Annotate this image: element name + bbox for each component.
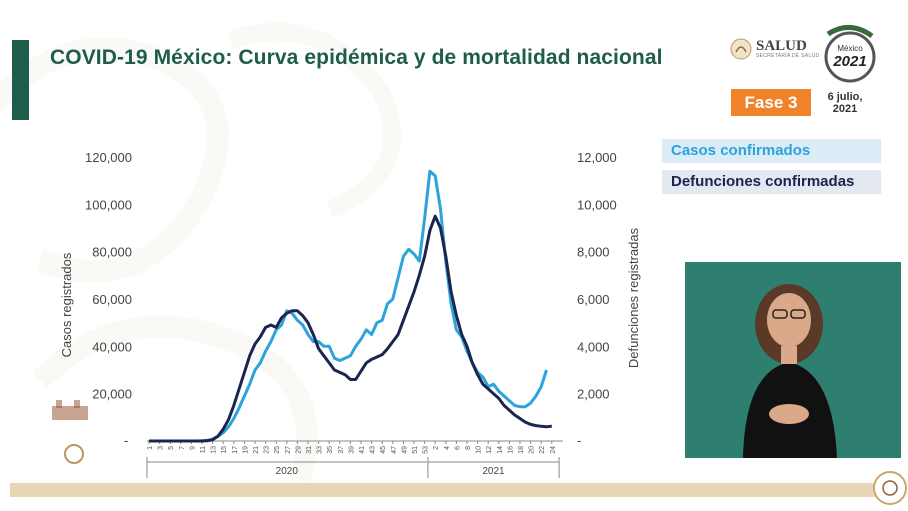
- epidemic-chart: 20,00040,00060,00080,000100,000120,000- …: [59, 150, 641, 478]
- x-tick-label: 12: [486, 446, 493, 454]
- salud-emblem-icon: [730, 38, 752, 60]
- year-groups: 2020 2021: [146, 457, 560, 478]
- x-tick-label: 47: [391, 446, 398, 454]
- x-tick-label: 29: [295, 446, 302, 454]
- x-tick-label: 53: [423, 446, 430, 454]
- legend-deaths: Defunciones confirmadas: [662, 170, 881, 194]
- x-tick-label: 3: [158, 446, 165, 450]
- x-tick-label: 15: [221, 446, 228, 454]
- salud-logo: SALUD SECRETARÍA DE SALUD: [730, 38, 819, 60]
- x-tick-label: 16: [507, 446, 514, 454]
- left-tick-label: 100,000: [85, 197, 132, 212]
- x-tick-label: 14: [497, 446, 504, 454]
- x-tick-label: 22: [539, 446, 546, 454]
- gobierno-de-mexico-icon: [873, 471, 907, 505]
- x-tick-label: 18: [518, 446, 525, 454]
- background-watermark: [0, 22, 402, 484]
- left-tick-label: 80,000: [92, 245, 132, 260]
- page-title: COVID-19 México: Curva epidémica y de mo…: [50, 46, 663, 69]
- x-tick-label: 33: [317, 446, 324, 454]
- anniversary-2021-logo: México 2021: [824, 25, 876, 83]
- anniversary-top-text: México: [837, 44, 863, 53]
- x-tick-label: 45: [380, 446, 387, 454]
- x-tick-label: 17: [232, 446, 239, 454]
- title-accent-bar: [12, 40, 29, 120]
- x-tick-label: 7: [179, 446, 186, 450]
- right-tick-label: 6,000: [577, 292, 610, 307]
- year-group-label: 2021: [482, 466, 505, 477]
- right-tick-label: 2,000: [577, 387, 610, 402]
- x-tick-label: 6: [454, 446, 461, 450]
- report-date-line1: 6 julio,: [827, 91, 863, 103]
- x-tick-label: 20: [529, 446, 536, 454]
- x-tick-label: 41: [359, 446, 366, 454]
- right-tick-label: 8,000: [577, 245, 610, 260]
- left-tick-label: 60,000: [92, 292, 132, 307]
- right-tick-label: 4,000: [577, 339, 610, 354]
- right-axis-label: Defunciones registradas: [626, 227, 641, 368]
- x-tick-label: 24: [550, 446, 557, 454]
- interpreter-figure: [743, 284, 837, 458]
- right-axis-ticks: 2,000 4,000 6,000 8,000 10,000 12,000 -: [577, 150, 617, 448]
- x-tick-label: 25: [274, 446, 281, 454]
- footer-bar: [10, 483, 875, 497]
- right-tick-label: 12,000: [577, 150, 617, 165]
- left-tick-zero-mark: -: [124, 433, 128, 448]
- x-tick-label: 31: [306, 446, 313, 454]
- left-tick-label: 20,000: [92, 387, 132, 402]
- cases-series-line: [149, 169, 548, 443]
- left-tick-label: 120,000: [85, 150, 132, 165]
- right-tick-zero-mark: -: [577, 433, 581, 448]
- government-emblem-icon: [52, 400, 88, 464]
- x-tick-label: 23: [264, 446, 271, 454]
- left-axis-ticks: 20,000 40,000 60,000 80,000 100,000 120,000 -: [85, 150, 132, 448]
- x-tick-label: 13: [211, 446, 218, 454]
- x-tick-label: 37: [338, 446, 345, 454]
- x-tick-label: 35: [327, 446, 334, 454]
- x-tick-label: 21: [253, 446, 260, 454]
- x-tick-label: 8: [465, 446, 472, 450]
- x-tick-label: 43: [370, 446, 377, 454]
- deaths-series-line: [149, 214, 552, 443]
- left-tick-label: 40,000: [92, 339, 132, 354]
- salud-sub-label: SECRETARÍA DE SALUD: [756, 53, 820, 59]
- sign-language-interpreter-video: [685, 262, 901, 458]
- anniversary-year-text: 2021: [832, 53, 866, 70]
- x-tick-label: 11: [200, 446, 207, 453]
- salud-label: SALUD: [756, 38, 807, 54]
- x-tick-label: 27: [285, 446, 292, 454]
- x-tick-label: 39: [348, 446, 355, 454]
- right-tick-label: 10,000: [577, 197, 617, 212]
- x-tick-label: 19: [242, 446, 249, 454]
- legend-cases: Casos confirmados: [662, 139, 881, 163]
- x-tick-label: 9: [189, 446, 196, 450]
- phase-badge: Fase 3: [731, 89, 811, 116]
- x-axis-ticks: 1 3 5 7 9 11 13 15 17 19 21 23 25 27 29 31 33 35 37 39 41 43 4…: [147, 441, 557, 454]
- report-date-line2: 2021: [832, 103, 858, 115]
- x-tick-label: 51: [412, 446, 419, 454]
- x-tick-label: 4: [444, 446, 451, 450]
- report-date: 6 julio, 2021: [822, 91, 868, 115]
- x-tick-label: 1: [147, 446, 154, 450]
- year-group-label: 2020: [276, 466, 299, 477]
- left-axis-label: Casos registrados: [59, 252, 74, 357]
- x-tick-label: 49: [401, 446, 408, 454]
- x-tick-label: 2: [433, 446, 440, 450]
- x-tick-label: 10: [476, 446, 483, 454]
- x-tick-label: 5: [168, 446, 175, 450]
